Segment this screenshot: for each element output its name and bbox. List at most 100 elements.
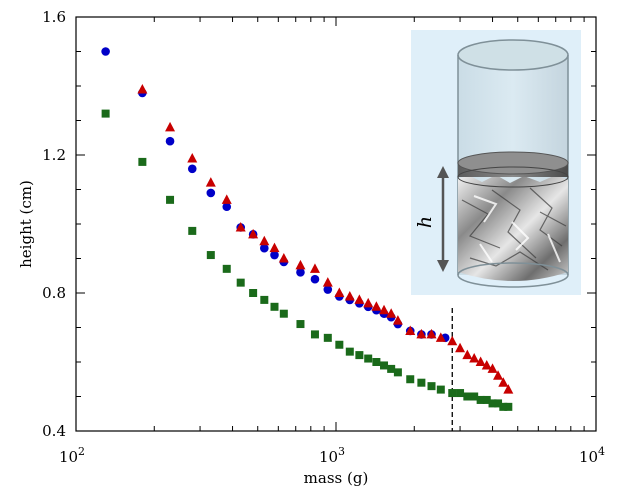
data-point-triangle <box>371 301 382 311</box>
data-point-circle <box>165 136 175 146</box>
data-point-triangle <box>469 353 480 363</box>
data-point-triangle <box>354 294 365 304</box>
data-point-triangle <box>259 235 270 246</box>
data-point-square <box>417 378 426 387</box>
data-point-square <box>476 395 485 404</box>
data-point-triangle <box>503 384 514 394</box>
x-tick-label: 102 <box>59 445 85 466</box>
data-point-square <box>188 226 197 235</box>
data-point-square <box>296 320 305 329</box>
data-point-square <box>427 382 436 391</box>
data-point-triangle <box>322 277 333 287</box>
data-point-square <box>393 368 402 377</box>
data-point-square <box>335 340 344 349</box>
data-point-square <box>448 389 457 398</box>
inset-illustration: h <box>411 30 581 295</box>
data-point-triangle <box>447 335 458 346</box>
data-point-square <box>372 358 381 366</box>
data-point-circle <box>101 47 110 56</box>
data-point-triangle <box>392 315 403 325</box>
data-point-circle <box>323 285 333 294</box>
x-tick-label-exponent: 3 <box>338 445 345 458</box>
x-tick-label-base: 10 <box>319 448 338 466</box>
data-point-square <box>387 364 396 373</box>
data-point-circle <box>296 268 305 277</box>
x-tick-label: 104 <box>579 445 605 466</box>
data-point-triangle <box>386 308 397 318</box>
plot-frame <box>75 16 597 432</box>
x-tick-label-base: 10 <box>59 448 78 466</box>
data-point-triangle <box>455 342 466 353</box>
height-arrow-head-up <box>437 166 449 178</box>
crumpled-foil <box>458 175 568 281</box>
data-point-square <box>236 278 245 287</box>
data-point-triangle <box>462 349 473 360</box>
y-tick-label: 0.8 <box>42 284 66 302</box>
data-point-square <box>406 375 415 384</box>
y-tick-label: 1.2 <box>42 146 66 164</box>
data-point-square <box>470 392 479 401</box>
data-point-square <box>456 389 465 398</box>
data-point-triangle <box>278 253 289 263</box>
data-point-square <box>499 402 508 411</box>
data-point-triangle <box>235 221 246 232</box>
y-tick-label: 1.6 <box>42 8 66 26</box>
data-point-triangle <box>481 359 492 370</box>
data-point-triangle <box>487 363 498 373</box>
foil-highlights <box>473 195 561 263</box>
piston-top <box>457 151 569 175</box>
data-point-triangle <box>344 290 355 301</box>
data-point-circle <box>270 250 279 260</box>
data-point-square <box>323 333 332 342</box>
data-point-square <box>279 309 288 318</box>
data-point-square <box>364 354 373 363</box>
data-point-square <box>494 399 503 408</box>
data-point-circle <box>310 274 320 284</box>
data-point-square <box>166 195 175 204</box>
data-point-triangle <box>165 121 176 132</box>
data-point-square <box>138 157 147 166</box>
x-tick-label: 103 <box>319 445 345 466</box>
data-point-triangle <box>221 194 232 204</box>
data-point-square <box>488 399 497 408</box>
data-point-square <box>345 347 354 356</box>
data-point-square <box>249 289 258 297</box>
data-point-triangle <box>248 228 259 239</box>
x-axis-title: mass (g) <box>304 469 369 487</box>
data-point-circle <box>222 202 232 212</box>
piston-bottom-edge <box>457 166 569 188</box>
y-tick-label: 0.4 <box>42 422 66 440</box>
data-point-triangle <box>493 370 504 380</box>
data-point-square <box>270 302 279 311</box>
data-point-triangle <box>379 304 390 315</box>
data-point-triangle <box>475 356 486 366</box>
data-point-square <box>260 295 269 304</box>
data-point-square <box>101 109 110 118</box>
data-point-square <box>355 351 364 360</box>
y-axis-title: height (cm) <box>17 180 35 268</box>
data-point-triangle <box>295 259 306 270</box>
data-point-triangle <box>205 177 216 187</box>
x-tick-label-exponent: 2 <box>78 445 85 458</box>
data-point-circle <box>206 188 216 198</box>
foil-creases <box>461 187 567 271</box>
data-point-square <box>482 395 491 404</box>
cylinder-top <box>457 39 569 71</box>
data-point-triangle <box>187 152 198 163</box>
data-point-triangle <box>334 287 345 297</box>
data-point-triangle <box>405 325 416 335</box>
inset-height-label: h <box>414 216 436 228</box>
data-point-triangle <box>426 328 437 339</box>
data-point-square <box>380 361 389 370</box>
data-point-triangle <box>137 83 148 94</box>
x-tick-label-exponent: 4 <box>598 445 605 458</box>
data-point-triangle <box>309 263 320 273</box>
data-point-square <box>463 392 472 401</box>
data-point-square <box>206 251 215 260</box>
data-point-circle <box>187 164 197 174</box>
data-point-triangle <box>363 297 374 308</box>
height-arrow-head-down <box>437 260 449 272</box>
data-point-triangle <box>435 332 446 342</box>
